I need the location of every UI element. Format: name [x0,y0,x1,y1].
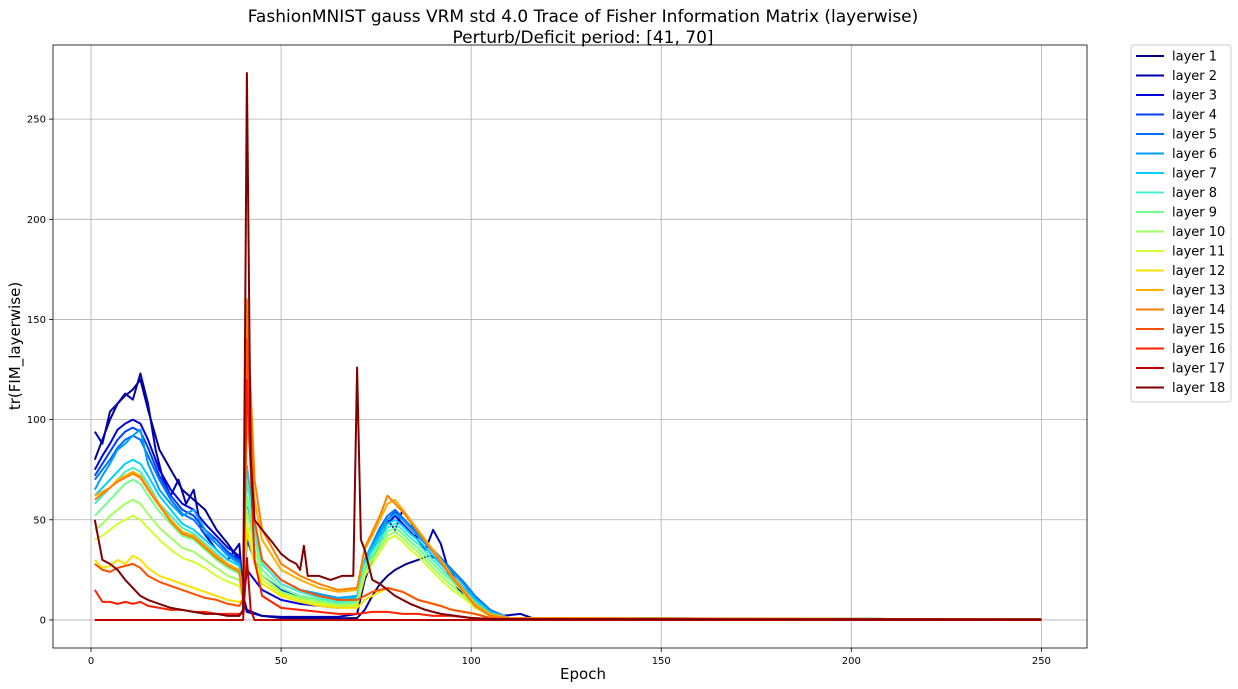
chart-subtitle: Perturb/Deficit period: [41, 70] [452,28,713,48]
series-line-8 [94,466,1042,621]
x-axis-label: Epoch [560,665,606,683]
legend-entry-label: layer 1 [1172,50,1217,65]
series-line-2 [93,372,1042,621]
y-tick-label: 0 [40,615,46,626]
legend-entry-label: layer 6 [1172,147,1217,162]
legend-entry-label: layer 11 [1172,245,1225,260]
series-line-16 [93,378,1042,621]
series-line-10 [94,498,1042,621]
x-tick-label: 150 [652,656,671,667]
axis-ticks: 0 50 100 150 200 250 0 50 100 150 200 250 [27,115,1051,667]
legend-entry-label: layer 5 [1172,128,1217,143]
series-line-7 [94,458,1042,621]
legend-entry-label: layer 4 [1172,108,1217,123]
y-tick-label: 50 [33,515,46,526]
y-tick-label: 100 [27,415,46,426]
legend-entry-label: layer 13 [1172,284,1225,299]
x-tick-label: 100 [462,656,481,667]
legend-entry-label: layer 3 [1172,89,1217,104]
series-line-5 [94,434,1042,621]
series-line-11 [94,514,1042,621]
legend-entry-label: layer 10 [1172,225,1225,240]
plot-lines [93,72,1042,621]
series-line-6 [93,428,1042,621]
y-tick-label: 200 [27,215,46,226]
x-tick-label: 250 [1032,656,1051,667]
series-line-17 [94,556,1042,621]
chart-title: FashionMNIST gauss VRM std 4.0 Trace of … [248,7,919,27]
x-tick-label: 200 [842,656,861,667]
legend-entry-label: layer 8 [1172,186,1217,201]
series-line-4 [93,426,1042,621]
legend: layer 1 layer 2 layer 3 layer 4 layer 5 layer… [1130,44,1232,403]
x-tick-label: 50 [275,656,288,667]
series-line-13 [94,418,1042,621]
series-line-18 [93,72,1042,621]
series-line-9 [94,478,1042,621]
legend-entry-label: layer 2 [1172,69,1217,84]
legend-entry-label: layer 12 [1172,264,1225,279]
series-line-1 [93,378,1042,621]
legend-entry-label: layer 17 [1172,362,1225,377]
x-tick-label: 0 [88,656,94,667]
y-tick-label: 250 [27,115,46,126]
series-line-14 [94,298,1042,621]
plot-area-frame [52,44,1088,649]
legend-entry-label: layer 7 [1172,167,1217,182]
legend-entry-label: layer 14 [1172,303,1225,318]
legend-entry-label: layer 9 [1172,206,1217,221]
y-axis-label: tr(FIM_layerwise) [6,282,25,410]
grid [53,45,1087,648]
y-tick-label: 150 [27,315,46,326]
legend-entry-label: layer 16 [1172,342,1225,357]
legend-entry-label: layer 15 [1172,323,1225,338]
legend-entry-label: layer 18 [1172,381,1225,396]
series-line-15 [94,338,1042,621]
